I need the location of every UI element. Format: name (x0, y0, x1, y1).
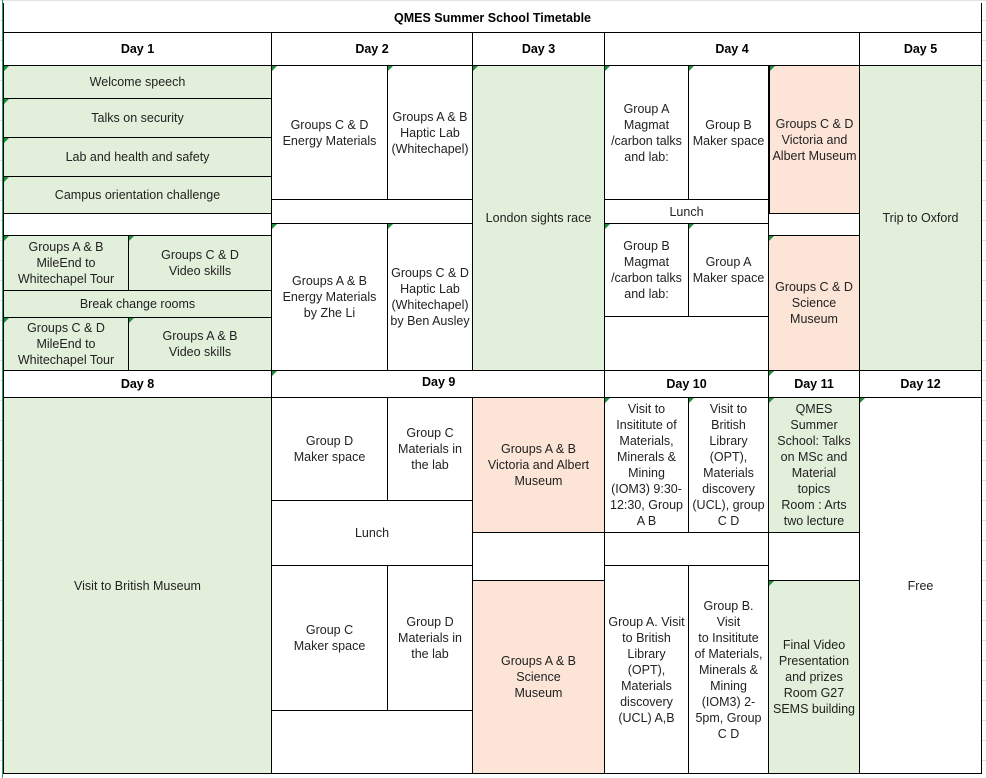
header-day-12: Day 12 (859, 370, 982, 398)
cell-lab-c[interactable]: Group C Materials in the lab (387, 397, 473, 501)
cell-haptic-ab[interactable]: Groups A & B Haptic Lab (Whitechapel) (387, 65, 473, 200)
cell-science-ab[interactable]: Groups A & B Science Museum (472, 580, 605, 774)
cell-empty[interactable] (271, 199, 473, 224)
cell-free[interactable]: Free (859, 397, 982, 774)
cell-maker-a[interactable]: Group A Maker space (688, 223, 769, 317)
cell-va-cd[interactable]: Groups C & D Victoria and Albert Museum (768, 65, 860, 214)
cell-library-cd[interactable]: Visit to British Library (OPT), Material… (688, 397, 769, 533)
cell-tour-ab[interactable]: Groups A & B MileEnd to Whitechapel Tour (3, 235, 129, 291)
cell-empty[interactable] (472, 532, 605, 581)
header-day-3: Day 3 (472, 32, 605, 66)
cell-london-race[interactable]: London sights race (472, 65, 605, 371)
cell-lab-safety[interactable]: Lab and health and safety (3, 137, 272, 177)
cell-magmat-a[interactable]: Group A Magmat /carbon talks and lab: (604, 65, 689, 200)
cell-british-museum[interactable]: Visit to British Museum (3, 397, 272, 774)
cell-energy-ab[interactable]: Groups A & B Energy Materials by Zhe Li (271, 223, 388, 371)
cell-maker-d[interactable]: Group D Maker space (271, 397, 388, 501)
cell-lab-d[interactable]: Group D Materials in the lab (387, 565, 473, 711)
cell-campus-orientation[interactable]: Campus orientation challenge (3, 176, 272, 214)
cell-welcome-speech[interactable]: Welcome speech (3, 65, 272, 99)
cell-empty[interactable] (604, 316, 769, 371)
cell-energy-cd[interactable]: Groups C & D Energy Materials (271, 65, 388, 200)
header-day-8: Day 8 (3, 370, 272, 398)
cell-maker-c[interactable]: Group C Maker space (271, 565, 388, 711)
cell-final-presentation[interactable]: Final Video Presentation and prizes Room… (768, 580, 860, 774)
cell-lunch[interactable]: Lunch (604, 199, 769, 224)
cell-va-ab[interactable]: Groups A & B Victoria and Albert Museum (472, 397, 605, 533)
header-day-9: Day 9 (271, 370, 605, 398)
cell-video-cd[interactable]: Groups C & D Video skills (128, 235, 272, 291)
cell-empty[interactable] (768, 213, 860, 236)
header-day-5: Day 5 (859, 32, 982, 66)
timetable-title: QMES Summer School Timetable (3, 3, 982, 33)
cell-talks-security[interactable]: Talks on security (3, 98, 272, 138)
cell-empty[interactable] (768, 532, 860, 581)
cell-iom3-ab[interactable]: Visit to Insititute of Materials, Minera… (604, 397, 689, 533)
header-day-2: Day 2 (271, 32, 473, 66)
cell-lunch[interactable]: Lunch (271, 500, 473, 566)
cell-maker-b[interactable]: Group B Maker space (688, 65, 769, 200)
header-day-4: Day 4 (604, 32, 860, 66)
cell-empty[interactable] (3, 213, 272, 236)
cell-oxford[interactable]: Trip to Oxford (859, 65, 982, 371)
cell-haptic-cd[interactable]: Groups C & D Haptic Lab (Whitechapel) by… (387, 223, 473, 371)
cell-video-ab[interactable]: Groups A & B Video skills (128, 317, 272, 371)
sheet-edge (2, 0, 3, 778)
cell-science-cd[interactable]: Groups C & D Science Museum (768, 235, 860, 371)
cell-magmat-b[interactable]: Group B Magmat /carbon talks and lab: (604, 223, 689, 317)
cell-empty[interactable] (271, 710, 473, 774)
cell-iom3-b[interactable]: Group B. Visit to Insititute of Material… (688, 565, 769, 774)
cell-library-a[interactable]: Group A. Visit to British Library (OPT),… (604, 565, 689, 774)
cell-talks-msc[interactable]: QMES Summer School: Talks on MSc and Mat… (768, 397, 860, 533)
cell-tour-cd[interactable]: Groups C & D MileEnd to Whitechapel Tour (3, 317, 129, 371)
header-day-1: Day 1 (3, 32, 272, 66)
header-day-11: Day 11 (768, 370, 860, 398)
header-day-10: Day 10 (604, 370, 769, 398)
cell-empty[interactable] (604, 532, 769, 566)
cell-break[interactable]: Break change rooms (3, 290, 272, 318)
